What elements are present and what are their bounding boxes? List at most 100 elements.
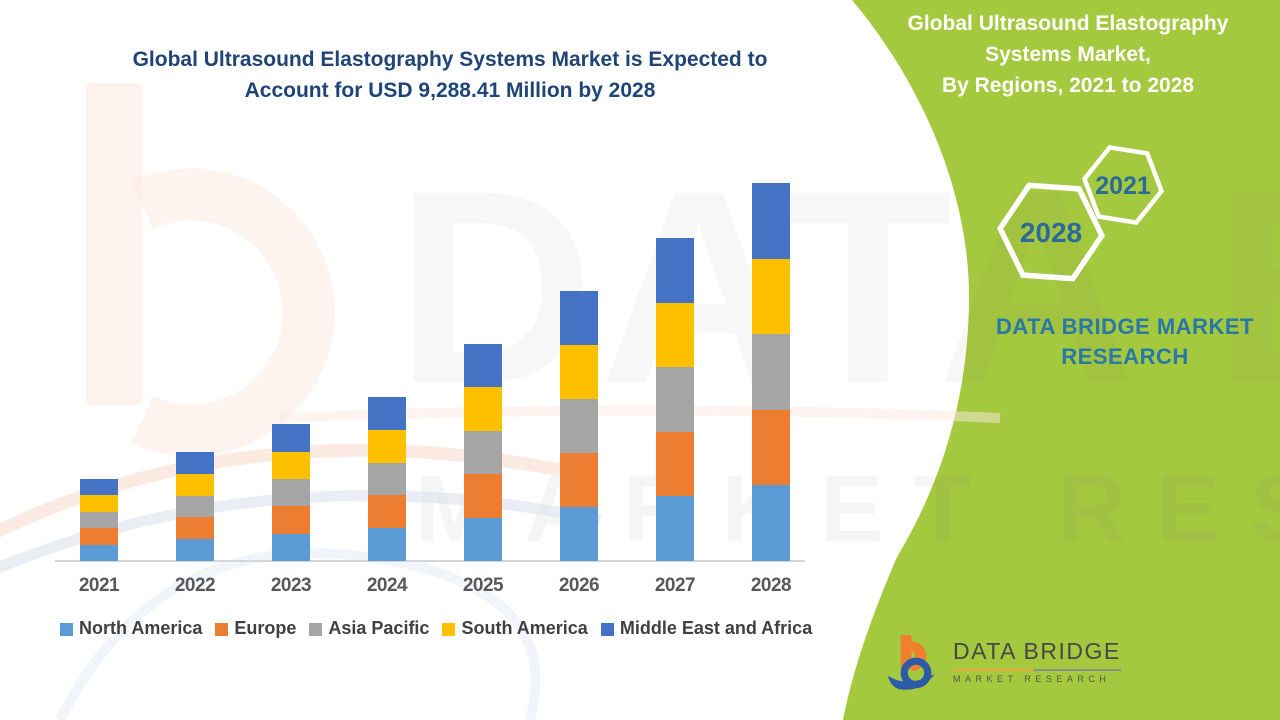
bar-2027 xyxy=(656,238,694,561)
bar-2024 xyxy=(368,397,406,561)
bar-2024-middle-east-and-africa xyxy=(368,397,406,430)
x-axis-label-2023: 2023 xyxy=(270,575,312,596)
legend-label-europe: Europe xyxy=(234,618,297,638)
watermark-databridge: DATA BRIDGE xyxy=(395,150,1280,425)
chart-title: Global Ultrasound Elastography Systems M… xyxy=(75,44,825,106)
bar-2022 xyxy=(176,451,214,561)
bar-2023-europe xyxy=(272,506,310,534)
hexagon-2021 xyxy=(1081,145,1165,225)
bar-2025-north-america xyxy=(464,517,502,561)
bar-2024-south-america xyxy=(368,429,406,463)
bar-2021-europe xyxy=(80,528,118,545)
legend-label-middle-east-and-africa: Middle East and Africa xyxy=(619,618,813,638)
bar-2021-south-america xyxy=(80,495,118,512)
bar-2028 xyxy=(752,183,790,561)
bar-2024-north-america xyxy=(368,528,406,561)
x-axis-label-2022: 2022 xyxy=(174,575,216,596)
bar-2023-asia-pacific xyxy=(272,478,310,507)
side-title-line3: By Regions, 2021 to 2028 xyxy=(941,74,1195,97)
logo-swoosh xyxy=(888,673,935,690)
x-axis-label-2021: 2021 xyxy=(78,575,120,596)
bar-2028-asia-pacific xyxy=(752,334,790,410)
logo-underline xyxy=(953,669,1121,671)
x-axis-label-2028: 2028 xyxy=(750,575,792,596)
x-axis-label-2026: 2026 xyxy=(558,575,600,596)
bar-2026-south-america xyxy=(560,345,598,399)
brand-caption: DATA BRIDGE MARKET RESEARCH xyxy=(996,314,1254,369)
bar-2025-asia-pacific xyxy=(464,430,502,475)
bar-2026-north-america xyxy=(560,507,598,561)
bar-2021-middle-east-and-africa xyxy=(80,479,118,496)
bar-2025-europe xyxy=(464,474,502,518)
legend-swatch-middle-east-and-africa xyxy=(600,622,614,636)
bar-2026-europe xyxy=(560,453,598,507)
bar-2022-middle-east-and-africa xyxy=(176,451,214,474)
legend-item-europe: Europe xyxy=(215,618,296,639)
legend-swatch-north-america xyxy=(60,622,73,636)
b-watermark-stem xyxy=(86,83,142,405)
bar-2027-europe xyxy=(656,431,694,497)
bar-2027-north-america xyxy=(656,496,694,561)
x-axis-line xyxy=(55,560,805,562)
bar-2021-north-america xyxy=(80,544,118,561)
bar-2028-middle-east-and-africa xyxy=(752,183,790,259)
legend-swatch-south-america xyxy=(442,622,456,636)
databridge-logo: DATA BRIDGE MARKET RESEARCH xyxy=(888,632,1121,694)
bar-2021-asia-pacific xyxy=(80,511,118,529)
chart-title-line1: Global Ultrasound Elastography Systems M… xyxy=(132,48,768,71)
bar-2027-asia-pacific xyxy=(656,367,694,432)
x-axis-label-2027: 2027 xyxy=(654,575,696,596)
chart-title-line2: Account for USD 9,288.41 Million by 2028 xyxy=(244,79,656,102)
bar-2027-south-america xyxy=(656,302,694,368)
bar-2022-asia-pacific xyxy=(176,495,214,518)
logo-subtitle: MARKET RESEARCH xyxy=(953,674,1111,684)
side-title-line2: Systems Market, xyxy=(985,43,1151,66)
hexagon-2021-label: 2021 xyxy=(1095,172,1151,200)
legend-item-middle-east-and-africa: Middle East and Africa xyxy=(600,618,813,639)
bar-2021 xyxy=(80,479,118,561)
bar-2023-middle-east-and-africa xyxy=(272,424,310,452)
legend-label-asia-pacific: Asia Pacific xyxy=(328,618,430,638)
bar-2025 xyxy=(464,343,502,561)
green-polygon xyxy=(843,0,1280,720)
bar-2026-asia-pacific xyxy=(560,399,598,453)
bar-2024-europe xyxy=(368,495,406,529)
legend-label-south-america: South America xyxy=(461,618,588,638)
bar-2023-north-america xyxy=(272,533,310,561)
chart-legend: North America Europe Asia Pacific South Ame… xyxy=(60,618,812,639)
x-axis-label-2024: 2024 xyxy=(366,575,408,596)
databridge-logo-icon xyxy=(888,635,935,690)
bar-2022-europe xyxy=(176,517,214,540)
bar-2028-north-america xyxy=(752,485,790,561)
bar-2023 xyxy=(272,424,310,561)
logo-name: DATA BRIDGE xyxy=(953,638,1121,664)
logo-text-block: DATA BRIDGE MARKET RESEARCH xyxy=(953,632,1121,684)
bar-2022-north-america xyxy=(176,539,214,561)
hexagon-2028 xyxy=(996,182,1106,282)
bar-2026-middle-east-and-africa xyxy=(560,291,598,345)
legend-item-south-america: South America xyxy=(442,618,588,639)
bar-2025-middle-east-and-africa xyxy=(464,343,502,388)
legend-item-asia-pacific: Asia Pacific xyxy=(309,618,429,639)
x-axis-label-2025: 2025 xyxy=(462,575,504,596)
bar-2022-south-america xyxy=(176,473,214,496)
bar-2025-south-america xyxy=(464,387,502,431)
legend-label-north-america: North America xyxy=(79,618,203,638)
bar-2028-south-america xyxy=(752,258,790,335)
side-title-line1: Global Ultrasound Elastography xyxy=(907,12,1229,35)
legend-swatch-asia-pacific xyxy=(309,622,323,636)
bar-2024-asia-pacific xyxy=(368,462,406,496)
bar-2026 xyxy=(560,291,598,561)
side-panel-title: Global Ultrasound Elastography Systems M… xyxy=(868,8,1268,101)
legend-item-north-america: North America xyxy=(60,618,202,639)
year-hexagons: 2021 2028 xyxy=(996,145,1165,282)
bar-2023-south-america xyxy=(272,451,310,479)
hexagon-2028-label: 2028 xyxy=(1020,217,1082,248)
b-watermark-bowl xyxy=(131,168,335,457)
bar-2027-middle-east-and-africa xyxy=(656,238,694,303)
bar-2028-europe xyxy=(752,409,790,486)
legend-swatch-europe xyxy=(215,622,229,636)
